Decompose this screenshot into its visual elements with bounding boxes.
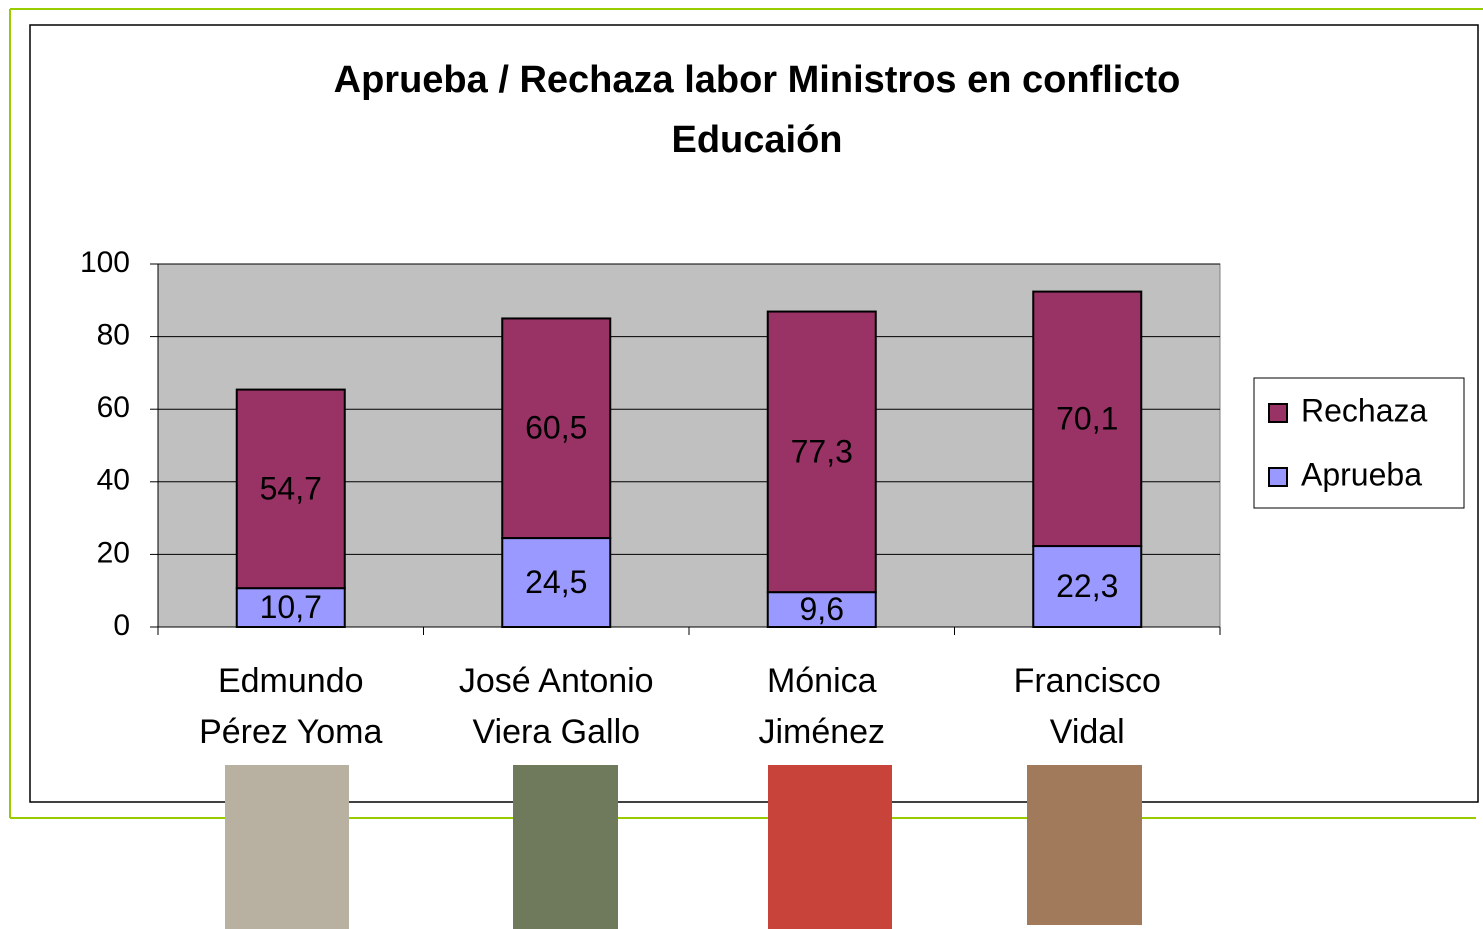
chart-title: Educaión — [671, 119, 842, 161]
value-label: 10,7 — [260, 589, 322, 625]
y-tick-label: 100 — [80, 246, 130, 279]
photo — [1027, 765, 1142, 925]
value-label: 77,3 — [791, 433, 853, 469]
photo — [225, 765, 349, 929]
x-tick-label: Vidal — [1050, 713, 1125, 751]
x-tick-label: Pérez Yoma — [199, 713, 382, 751]
legend-swatch — [1268, 403, 1288, 423]
x-tick-label: Jiménez — [758, 713, 885, 751]
y-tick-label: 80 — [97, 319, 130, 352]
bar-segment — [1032, 290, 1143, 548]
legend-label: Rechaza — [1301, 392, 1428, 428]
bar-segment — [501, 317, 612, 540]
legend-swatch — [1268, 467, 1288, 487]
value-label: 54,7 — [260, 470, 322, 506]
x-tick-label: Viera Gallo — [472, 713, 640, 751]
y-tick-label: 20 — [97, 536, 130, 569]
chart-title: Aprueba / Rechaza labor Ministros en con… — [334, 59, 1181, 101]
photo — [768, 765, 892, 929]
legend-label: Aprueba — [1301, 456, 1422, 492]
bar-segment — [501, 537, 612, 628]
y-tick-label: 60 — [97, 391, 130, 424]
value-label: 9,6 — [800, 591, 844, 627]
x-tick-label: José Antonio — [459, 662, 654, 700]
bar-segment — [235, 388, 346, 590]
y-tick-label: 40 — [97, 464, 130, 497]
x-tick-label: Edmundo — [218, 662, 364, 700]
bar-segment — [766, 310, 877, 594]
x-tick-label: Francisco — [1014, 662, 1161, 700]
photos — [225, 765, 1142, 929]
bar-segment — [235, 587, 346, 628]
value-label: 24,5 — [525, 564, 587, 600]
photo — [513, 765, 618, 929]
x-tick-label: Mónica — [767, 662, 877, 700]
legend — [1253, 377, 1465, 509]
y-tick-label: 0 — [113, 609, 130, 642]
value-label: 60,5 — [525, 410, 587, 446]
value-label: 22,3 — [1056, 568, 1118, 604]
value-label: 70,1 — [1056, 400, 1118, 436]
